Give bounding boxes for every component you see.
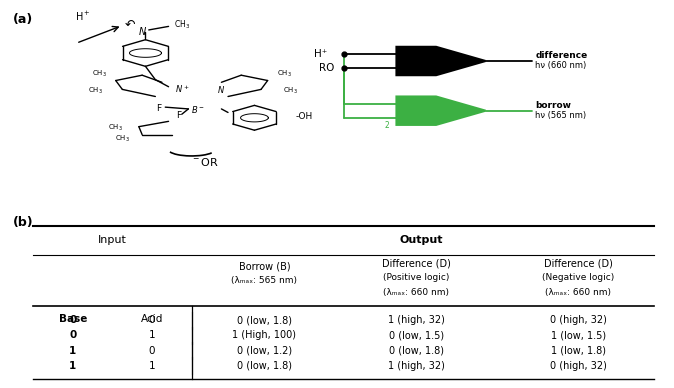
- Text: 1: 1: [149, 331, 156, 340]
- Text: 0 (low, 1.8): 0 (low, 1.8): [389, 346, 443, 356]
- Text: Difference (D): Difference (D): [382, 259, 451, 268]
- Polygon shape: [396, 47, 485, 75]
- Text: 0 (low, 1.2): 0 (low, 1.2): [237, 346, 292, 356]
- Text: (λₘₐₓ: 565 nm): (λₘₐₓ: 565 nm): [231, 276, 297, 285]
- Text: hν (660 nm): hν (660 nm): [535, 61, 586, 70]
- Text: $N^+$: $N^+$: [175, 83, 189, 95]
- Text: 0 (low, 1.8): 0 (low, 1.8): [237, 315, 292, 325]
- Text: -OH: -OH: [295, 111, 313, 121]
- Text: Difference (D): Difference (D): [544, 259, 613, 268]
- Text: CH$_3$: CH$_3$: [109, 123, 123, 133]
- Text: 2: 2: [384, 121, 389, 130]
- Text: CH$_3$: CH$_3$: [92, 68, 106, 78]
- Text: CH$_3$: CH$_3$: [174, 18, 190, 31]
- Text: 1: 1: [149, 361, 156, 371]
- Text: 1 (high, 32): 1 (high, 32): [388, 361, 445, 371]
- Text: (Positive logic): (Positive logic): [383, 273, 450, 282]
- Text: 1 (low, 1.8): 1 (low, 1.8): [551, 346, 606, 356]
- Text: CH$_3$: CH$_3$: [115, 134, 130, 144]
- Text: $N$: $N$: [218, 84, 225, 95]
- Text: 0: 0: [149, 346, 155, 356]
- Text: Acid: Acid: [141, 314, 163, 324]
- Text: $\curvearrowleft$: $\curvearrowleft$: [122, 18, 136, 31]
- Text: Output: Output: [400, 235, 443, 245]
- Text: Input: Input: [98, 235, 127, 245]
- Text: $^-$OR: $^-$OR: [191, 156, 219, 168]
- Text: F: F: [176, 111, 181, 120]
- Text: $N$: $N$: [137, 25, 147, 37]
- Text: 1: 1: [69, 361, 76, 371]
- Text: RO: RO: [319, 63, 335, 73]
- Text: 0: 0: [69, 331, 76, 340]
- Text: 1 (low, 1.5): 1 (low, 1.5): [551, 331, 606, 340]
- Text: (Negative logic): (Negative logic): [542, 273, 614, 282]
- Text: CH$_3$: CH$_3$: [283, 86, 298, 96]
- Text: (a): (a): [13, 13, 34, 26]
- Text: CH$_3$: CH$_3$: [277, 68, 292, 78]
- Text: 0: 0: [149, 315, 155, 325]
- Text: hν (565 nm): hν (565 nm): [535, 111, 586, 120]
- Text: 0 (high, 32): 0 (high, 32): [550, 315, 607, 325]
- Text: (b): (b): [13, 216, 34, 229]
- Text: 1: 1: [69, 346, 76, 356]
- Text: $B^-$: $B^-$: [191, 104, 205, 115]
- Text: (λₘₐₓ: 660 nm): (λₘₐₓ: 660 nm): [384, 288, 450, 297]
- Text: difference: difference: [535, 51, 588, 60]
- Polygon shape: [396, 97, 485, 125]
- Text: 0 (high, 32): 0 (high, 32): [550, 361, 607, 371]
- Text: borrow: borrow: [535, 101, 571, 110]
- Text: CH$_3$: CH$_3$: [88, 86, 103, 96]
- Text: H$^+$: H$^+$: [75, 10, 90, 23]
- Text: 0 (low, 1.5): 0 (low, 1.5): [389, 331, 443, 340]
- Text: 0 (low, 1.8): 0 (low, 1.8): [237, 361, 292, 371]
- Text: 1 (high, 32): 1 (high, 32): [388, 315, 445, 325]
- Text: Borrow (B): Borrow (B): [239, 262, 290, 272]
- Text: (λₘₐₓ: 660 nm): (λₘₐₓ: 660 nm): [545, 288, 611, 297]
- Text: F: F: [156, 104, 161, 113]
- Text: H⁺: H⁺: [314, 49, 327, 59]
- Text: 0: 0: [69, 315, 76, 325]
- Text: Base: Base: [59, 314, 87, 324]
- Text: 1 (High, 100): 1 (High, 100): [233, 331, 297, 340]
